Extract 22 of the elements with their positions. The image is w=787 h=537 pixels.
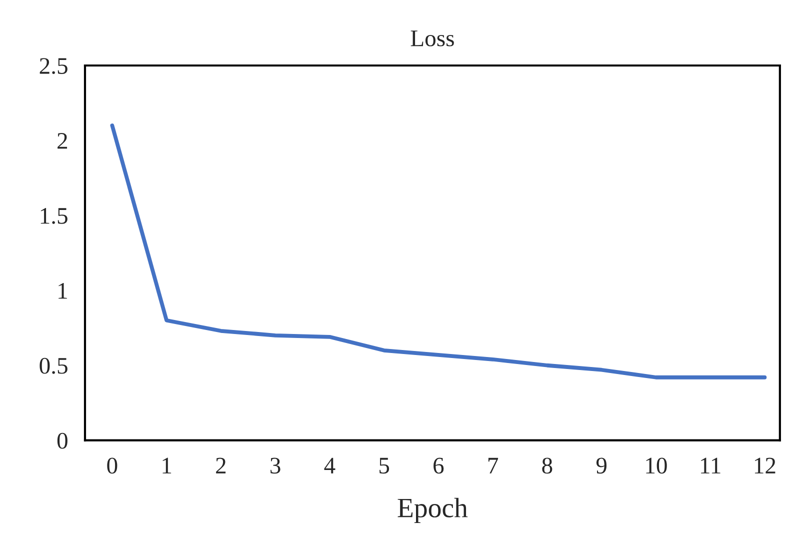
x-tick-label: 9: [596, 458, 606, 474]
x-tick-label: 12: [754, 458, 776, 474]
y-tick-label: 0.5: [40, 358, 68, 374]
y-tick-label: 0: [57, 432, 68, 449]
x-tick-label: 6: [434, 458, 444, 474]
y-tick-label: 1.5: [40, 208, 68, 224]
line-series: [110, 124, 767, 380]
x-tick-label: 5: [380, 458, 390, 474]
x-tick-label: 1: [162, 458, 172, 474]
x-tick-label: 0: [107, 458, 118, 474]
chart-title: Loss: [410, 30, 454, 46]
x-tick-label: 11: [701, 458, 720, 474]
x-tick-label: 2: [216, 458, 226, 474]
x-tick-label: 10: [646, 458, 667, 474]
x-tick-label: 8: [542, 458, 552, 474]
x-tick-label: 4: [324, 458, 336, 474]
x-axis-title: Epoch: [398, 498, 468, 524]
x-tick-label: 3: [270, 458, 280, 474]
y-tick-label: 2.5: [40, 58, 68, 74]
y-tick-label: 1: [58, 283, 67, 299]
y-tick-label: 2: [58, 133, 68, 149]
x-tick-label: 7: [488, 458, 498, 474]
